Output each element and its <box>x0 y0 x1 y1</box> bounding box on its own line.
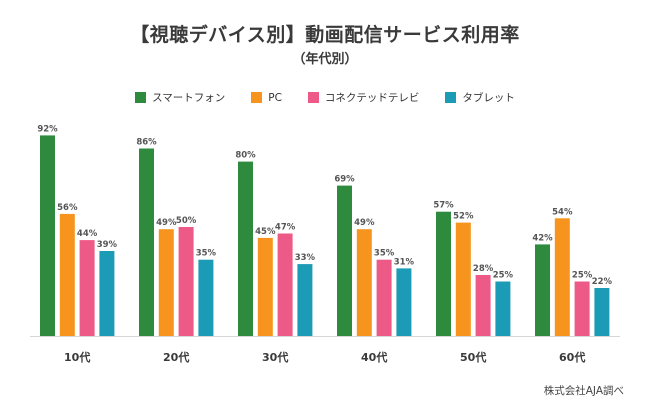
data-label-connected-tv-3: 47% <box>275 223 296 233</box>
bar-smartphone-6 <box>535 244 550 336</box>
bar-smartphone-3 <box>238 161 253 336</box>
data-label-smartphone-6: 42% <box>532 233 553 243</box>
data-label-pc-3: 45% <box>255 227 276 237</box>
x-tick-label-2: 20代 <box>163 350 189 364</box>
data-label-pc-5: 52% <box>453 212 474 222</box>
legend-swatch-pc <box>251 92 263 103</box>
legend-swatch-smartphone <box>135 92 147 103</box>
bar-tablet-2 <box>198 259 214 336</box>
legend-item-smartphone: スマートフォン <box>135 90 225 105</box>
x-tick-label-1: 10代 <box>64 350 90 364</box>
bar-connected-tv-5 <box>475 275 491 336</box>
data-label-smartphone-1: 92% <box>37 124 58 134</box>
bar-connected-tv-2 <box>178 227 194 336</box>
legend-label-smartphone: スマートフォン <box>152 92 226 104</box>
bar-tablet-6 <box>594 288 610 336</box>
bar-tablet-5 <box>495 281 511 336</box>
data-label-connected-tv-2: 50% <box>176 216 197 226</box>
legend-swatch-connected-tv <box>307 92 319 103</box>
bar-connected-tv-3 <box>277 233 293 336</box>
legend-label-tablet: タブレット <box>462 92 515 104</box>
data-label-tablet-3: 33% <box>295 253 316 263</box>
data-label-connected-tv-5: 28% <box>473 264 494 274</box>
data-label-connected-tv-4: 35% <box>374 249 395 259</box>
data-label-pc-4: 49% <box>354 218 375 228</box>
data-label-tablet-6: 22% <box>592 277 613 287</box>
data-label-smartphone-3: 80% <box>235 151 256 161</box>
bar-tablet-3 <box>297 264 313 336</box>
data-label-pc-6: 54% <box>552 207 573 217</box>
data-label-tablet-4: 31% <box>394 257 415 267</box>
x-tick-label-3: 30代 <box>262 350 288 364</box>
chart-title: 【視聴デバイス別】動画配信サービス利用率 <box>130 24 520 46</box>
data-label-pc-2: 49% <box>156 218 177 228</box>
bar-connected-tv-1 <box>79 240 95 336</box>
source-credit: 株式会社AJA調べ <box>543 385 624 397</box>
bar-pc-5 <box>455 222 471 336</box>
x-tick-label-4: 40代 <box>361 350 387 364</box>
legend-label-connected-tv: コネクテッドテレビ <box>324 92 420 104</box>
legend-label-pc: PC <box>268 91 282 104</box>
bar-pc-3 <box>257 237 273 336</box>
bar-tablet-4 <box>396 268 412 336</box>
bar-connected-tv-6 <box>574 281 590 336</box>
data-label-tablet-5: 25% <box>493 271 514 281</box>
bar-smartphone-2 <box>139 148 154 336</box>
bar-smartphone-4 <box>337 185 352 336</box>
x-tick-label-6: 60代 <box>559 350 585 364</box>
bar-pc-2 <box>158 229 174 336</box>
data-label-tablet-1: 39% <box>97 240 118 250</box>
bar-connected-tv-4 <box>376 259 392 336</box>
chart-subtitle: （年代別） <box>292 52 358 67</box>
legend-item-tablet: タブレット <box>445 90 515 105</box>
bar-pc-6 <box>554 218 570 336</box>
data-label-connected-tv-6: 25% <box>572 271 593 281</box>
data-label-connected-tv-1: 44% <box>77 229 98 239</box>
legend-swatch-tablet <box>445 92 457 103</box>
data-label-pc-1: 56% <box>57 203 78 213</box>
x-tick-label-5: 50代 <box>460 350 486 364</box>
data-label-smartphone-4: 69% <box>334 175 355 185</box>
data-label-smartphone-2: 86% <box>136 138 157 148</box>
bar-pc-4 <box>356 229 372 336</box>
legend-item-connected-tv: コネクテッドテレビ <box>307 90 420 105</box>
bar-smartphone-5 <box>436 211 451 336</box>
bar-pc-1 <box>59 213 75 336</box>
legend-item-pc: PC <box>251 90 282 105</box>
data-label-smartphone-5: 57% <box>433 201 454 211</box>
data-label-tablet-2: 35% <box>196 249 217 259</box>
bar-smartphone-1 <box>40 135 55 336</box>
legend: スマートフォン PC コネクテッドテレビ タブレット <box>0 90 650 105</box>
bar-tablet-1 <box>99 251 115 336</box>
